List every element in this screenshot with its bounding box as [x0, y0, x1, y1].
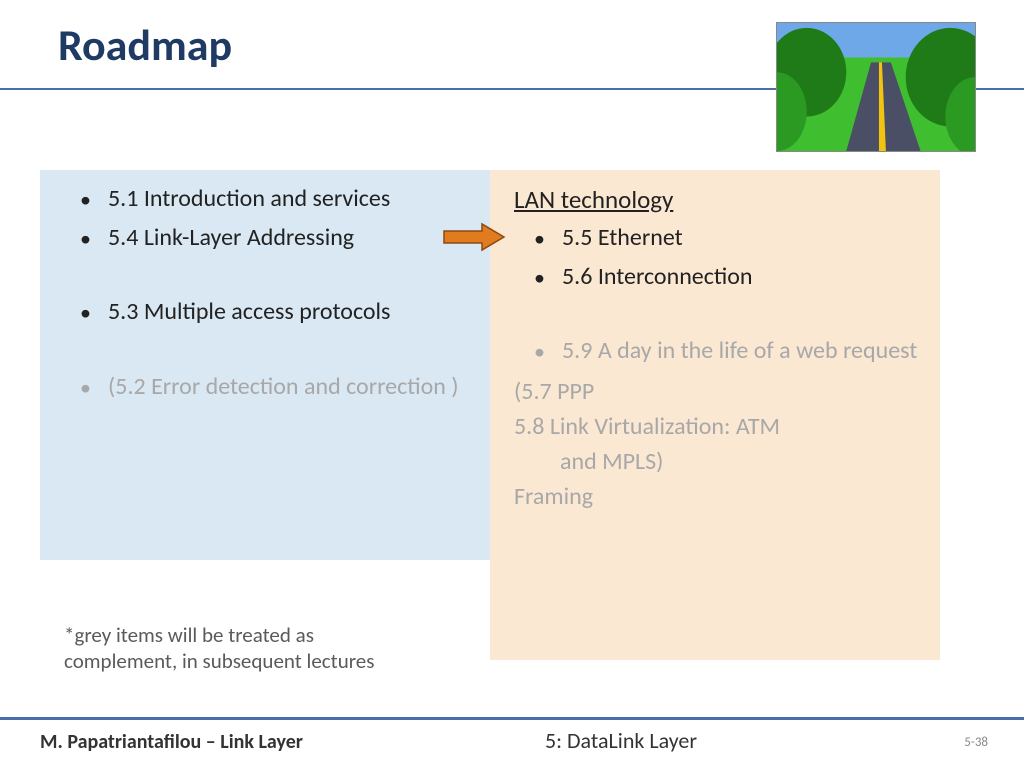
bullet-icon: • [80, 223, 108, 253]
footer-author: M. Papatriantafilou – Link Layer [40, 730, 303, 754]
bullet-icon: • [534, 223, 562, 253]
arrow-icon [442, 222, 506, 252]
bullet-icon: • [80, 184, 108, 214]
left-item-1-text: 5.1 Introduction and services [108, 184, 466, 215]
bullet-icon: • [534, 262, 562, 292]
footer-page: 5-38 [964, 735, 988, 750]
left-item-4: • (5.2 Error detection and correction ) [80, 372, 466, 403]
right-line-2a: 5.8 Link Virtualization: ATM [514, 410, 920, 445]
right-panel: LAN technology • 5.5 Ethernet • 5.6 Inte… [490, 170, 940, 660]
left-item-3: • 5.3 Multiple access protocols [80, 297, 466, 328]
left-item-1: • 5.1 Introduction and services [80, 184, 466, 215]
right-item-1: • 5.5 Ethernet [534, 223, 920, 254]
right-item-3-text: 5.9 A day in the life of a web request [562, 336, 920, 367]
left-panel: • 5.1 Introduction and services • 5.4 Li… [40, 170, 490, 560]
bullet-icon: • [80, 297, 108, 327]
right-item-2: • 5.6 Interconnection [534, 262, 920, 293]
bullet-icon: • [80, 372, 108, 402]
right-item-2-text: 5.6 Interconnection [562, 262, 920, 293]
slide-title: Roadmap [58, 18, 232, 72]
right-item-3: • 5.9 A day in the life of a web request [534, 336, 920, 367]
footnote: *grey items will be treated as complemen… [64, 622, 424, 675]
road-image [776, 22, 976, 152]
right-item-1-text: 5.5 Ethernet [562, 223, 920, 254]
right-line-2b: and MPLS) [562, 445, 920, 480]
footer-chapter: 5: DataLink Layer [545, 727, 697, 754]
left-item-2: • 5.4 Link-Layer Addressing [80, 223, 466, 254]
left-item-4-text: (5.2 Error detection and correction ) [108, 372, 466, 403]
footer-rule [0, 717, 1024, 720]
right-line-3: Framing [514, 480, 920, 515]
right-line-1: (5.7 PPP [514, 375, 920, 410]
left-item-2-text: 5.4 Link-Layer Addressing [108, 223, 466, 254]
lan-heading: LAN technology [514, 184, 920, 215]
left-item-3-text: 5.3 Multiple access protocols [108, 297, 466, 328]
bullet-icon: • [534, 336, 562, 366]
